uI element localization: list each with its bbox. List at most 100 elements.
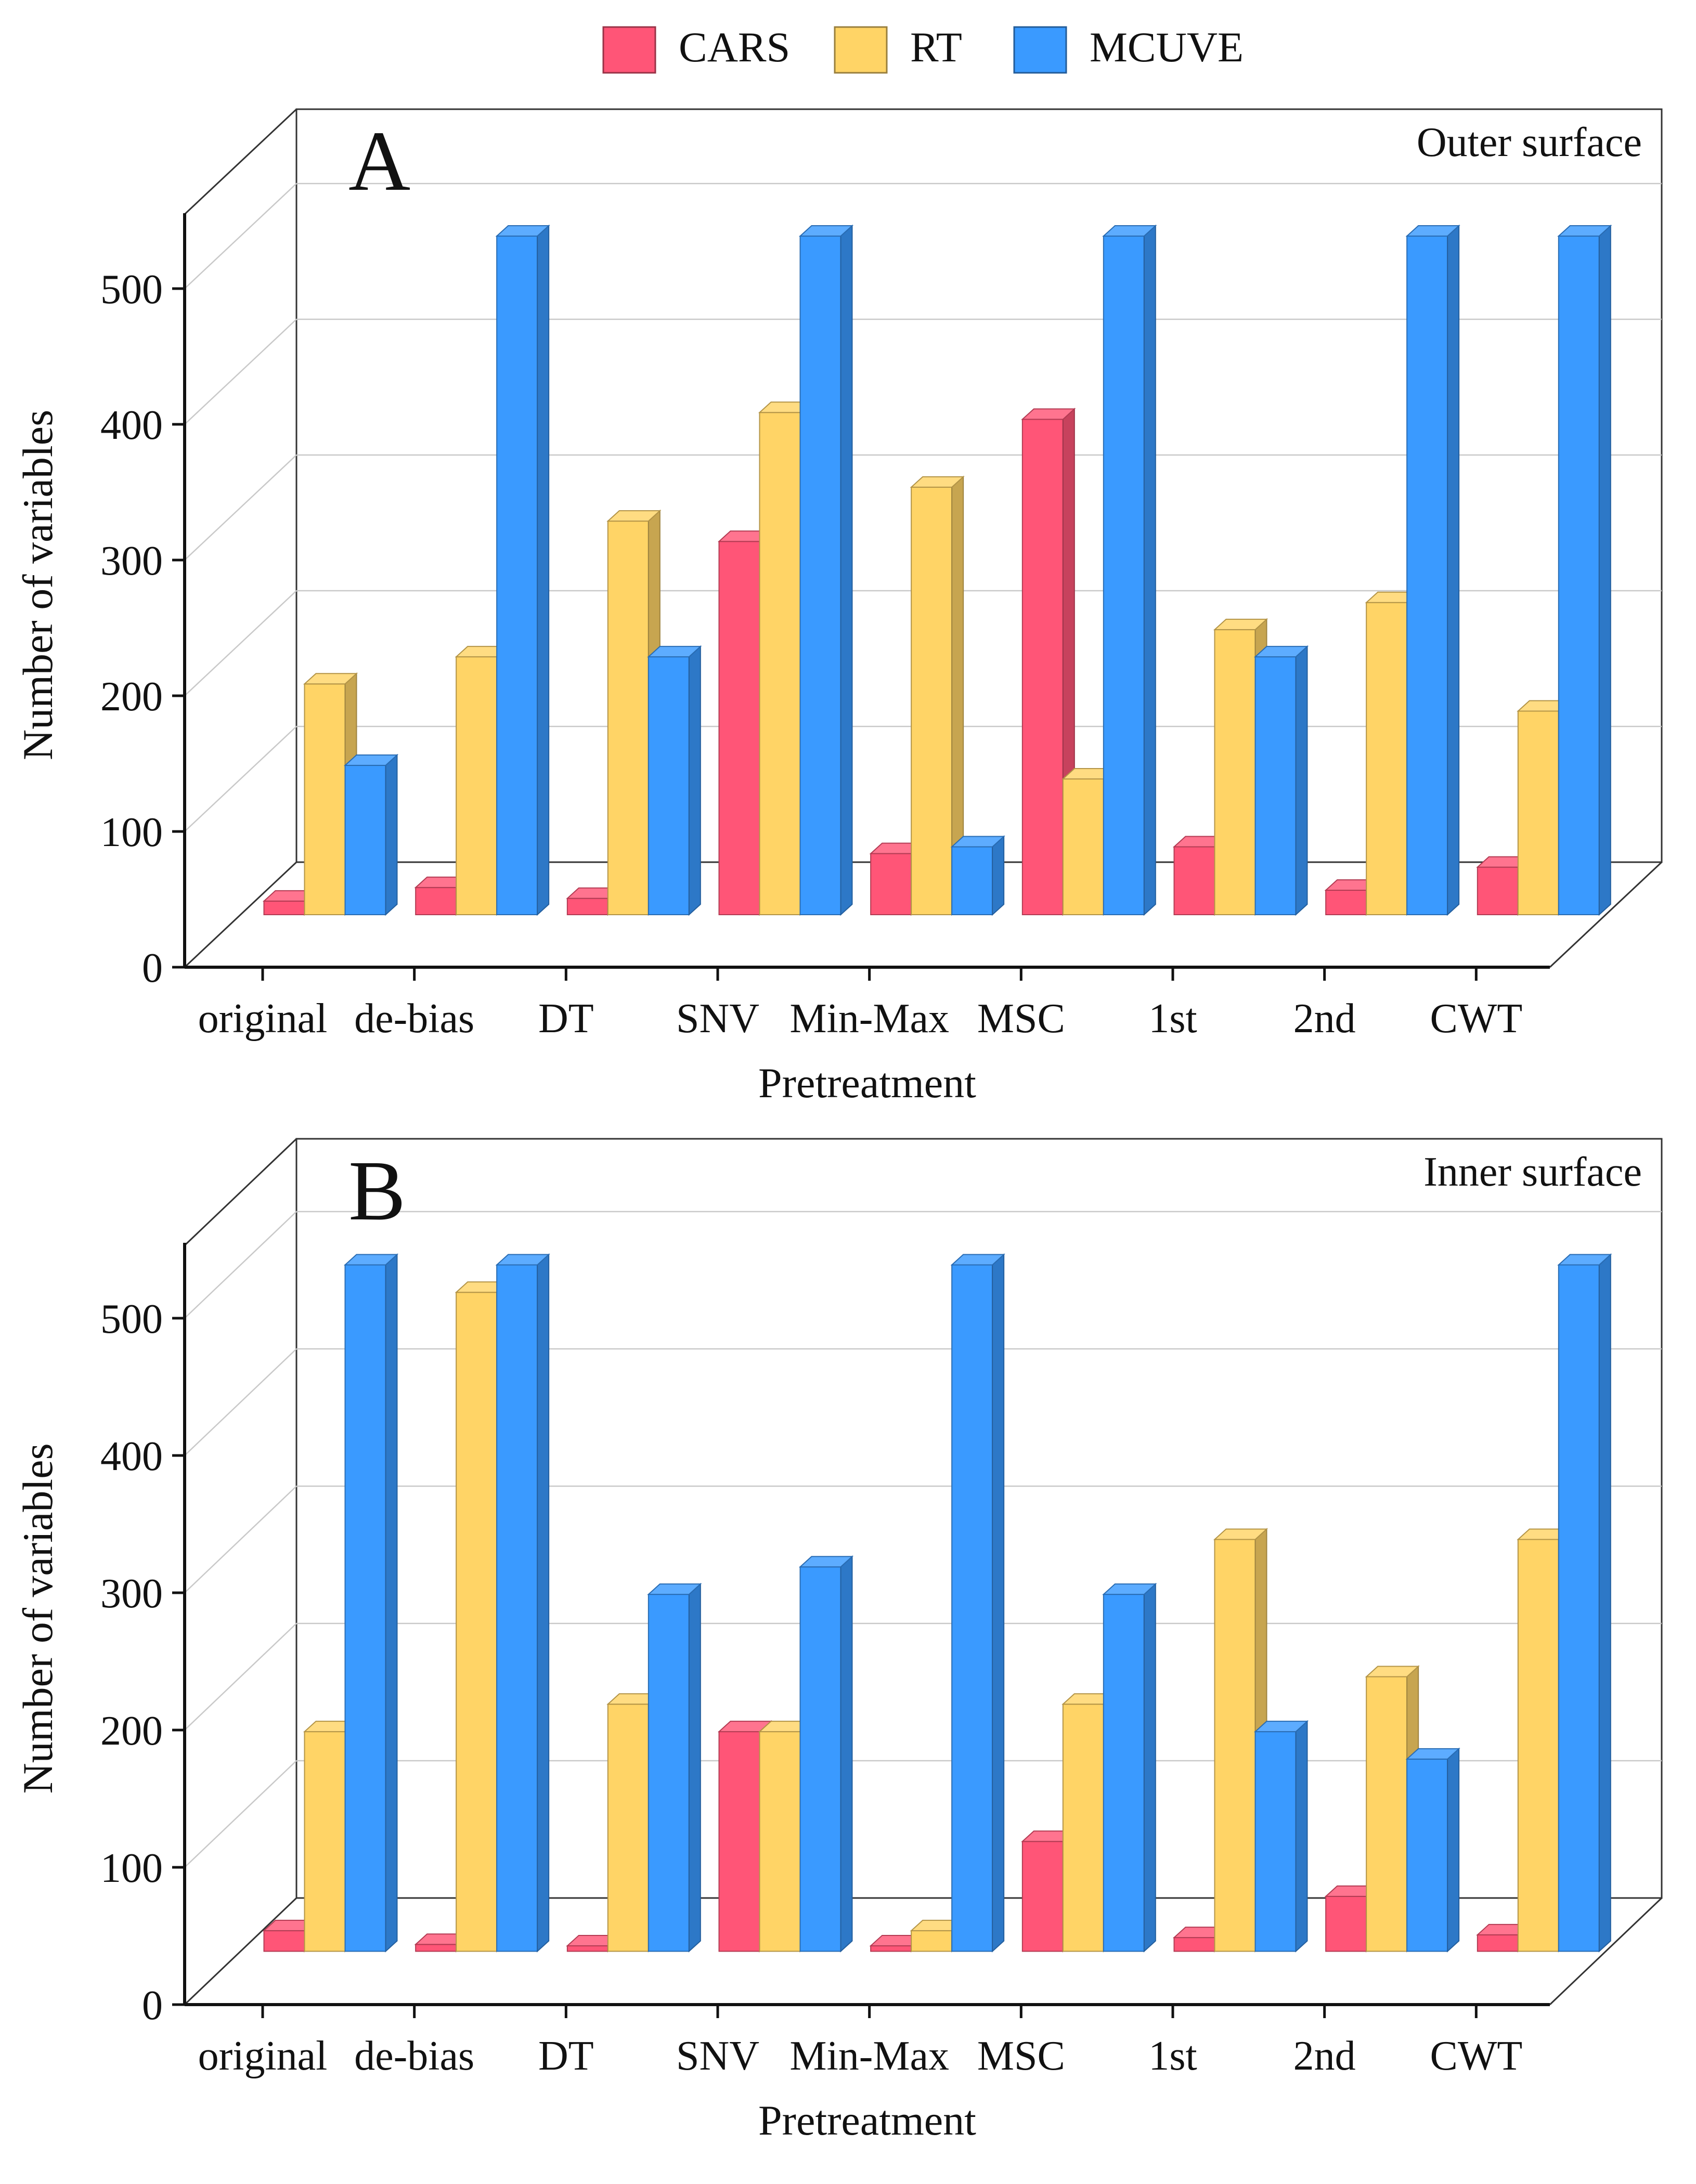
y-axis-title: Number of variables (14, 1444, 61, 1794)
floor-left-edge (184, 1897, 297, 2006)
bar-front (759, 1731, 801, 1952)
legend-label-mcuve: MCUVE (1090, 23, 1244, 71)
grid-line-left (184, 454, 297, 561)
bar-side (1295, 645, 1308, 916)
left-wall-top-edge (184, 1138, 297, 1246)
x-axis-title: Pretreatment (758, 2097, 976, 2144)
bar-top (1557, 225, 1612, 237)
bar-mcuve-de-bias (495, 224, 550, 916)
grid-line-left (184, 183, 297, 289)
bar-front (1477, 1934, 1519, 1952)
bar-top (1213, 618, 1268, 630)
floor-right-edge (1549, 861, 1663, 968)
bar-mcuve-snv (798, 1555, 854, 1953)
bar-front (607, 521, 649, 915)
bar-side (1447, 1747, 1460, 1953)
x-tick-label-cwt: CWT (1430, 2033, 1522, 2079)
bar-top (1102, 225, 1157, 237)
bar-side (992, 1253, 1005, 1953)
bar-top (910, 476, 965, 488)
legend-label-cars: CARS (679, 23, 790, 71)
legend-swatch-rt (834, 26, 888, 74)
bar-front (1214, 1539, 1256, 1952)
bar-front (1325, 890, 1367, 916)
bar-front (870, 1945, 912, 1952)
bar-mcuve-de-bias (495, 1253, 550, 1953)
y-tick-label: 100 (100, 1845, 163, 1891)
bar-front (1477, 866, 1519, 916)
bar-front (951, 846, 993, 915)
bar-top (606, 510, 662, 522)
panel-annotation: Outer surface (1417, 120, 1642, 165)
bar-front (496, 236, 538, 915)
bar-front (263, 900, 305, 916)
bar-front (566, 1945, 609, 1952)
panel-letter: A (348, 113, 410, 209)
bar-front (1062, 1704, 1104, 1952)
y-tick-label: 300 (100, 1571, 163, 1617)
bar-side (537, 1253, 550, 1953)
legend: CARS RT MCUVE (602, 23, 1244, 74)
bar-front (1021, 1841, 1064, 1952)
bar-top (1253, 1721, 1309, 1733)
legend-swatch-cars (602, 26, 656, 74)
bar-front (566, 898, 609, 916)
x-tick-label-original: original (198, 996, 328, 1042)
bar-front (344, 1264, 386, 1952)
grid-line-left (184, 1486, 297, 1593)
x-tick-label-de-bias: de-bias (354, 996, 474, 1042)
bar-top (798, 1556, 854, 1568)
bar-top (647, 1583, 702, 1595)
bar-top (495, 225, 550, 237)
bar-top (647, 646, 702, 658)
bar-front (911, 486, 953, 915)
bar-front (415, 887, 457, 916)
bar-side (1143, 1582, 1156, 1953)
bar-front (1517, 710, 1559, 915)
y-tick-label: 400 (100, 402, 163, 448)
bar-top (1213, 1528, 1268, 1540)
bar-top (495, 1254, 550, 1266)
bar-rt-min-max (910, 475, 965, 916)
bar-front (1254, 1731, 1297, 1952)
x-axis-title: Pretreatment (758, 1059, 976, 1107)
bar-side (1143, 224, 1156, 916)
x-tick-label-1st: 1st (1148, 2033, 1197, 2079)
bar-front (951, 1264, 993, 1952)
bar-front (1103, 1594, 1145, 1952)
grid-line-left (184, 726, 297, 832)
bar-mcuve-min-max (950, 835, 1005, 916)
bar-mcuve-2nd (1405, 224, 1460, 916)
y-tick-label: 0 (142, 1983, 163, 2029)
bar-side (992, 835, 1005, 916)
x-tick-label-min-max: Min-Max (789, 2033, 949, 2079)
grid-line-left (184, 590, 297, 696)
bar-side (1598, 1253, 1611, 1953)
bar-mcuve-msc (1102, 1582, 1157, 1953)
legend-label-rt: RT (910, 23, 962, 71)
bar-front (1021, 419, 1064, 915)
x-tick-label-2nd: 2nd (1293, 2033, 1356, 2079)
bar-front (911, 1930, 953, 1952)
bar-side (385, 753, 398, 916)
bar-mcuve-original (343, 753, 399, 916)
bar-front (1062, 778, 1104, 915)
bar-front (1214, 629, 1256, 915)
bar-front (1558, 236, 1600, 915)
bar-mcuve-cwt (1557, 1253, 1612, 1953)
bar-rt-2nd (1365, 591, 1420, 916)
bar-top (1405, 225, 1460, 237)
y-tick-label: 500 (100, 267, 163, 313)
bar-front (648, 1594, 690, 1952)
bar-side (1598, 224, 1611, 916)
x-tick-label-original: original (198, 2033, 328, 2079)
bar-front (1366, 602, 1408, 915)
bar-top (343, 1254, 399, 1266)
bar-top (798, 225, 854, 237)
bar-front (718, 541, 760, 915)
bar-side (1295, 1720, 1308, 1953)
bar-top (1021, 408, 1076, 420)
panel-letter: B (348, 1143, 406, 1238)
grid-line-left (184, 1623, 297, 1731)
bar-front (1103, 236, 1145, 915)
